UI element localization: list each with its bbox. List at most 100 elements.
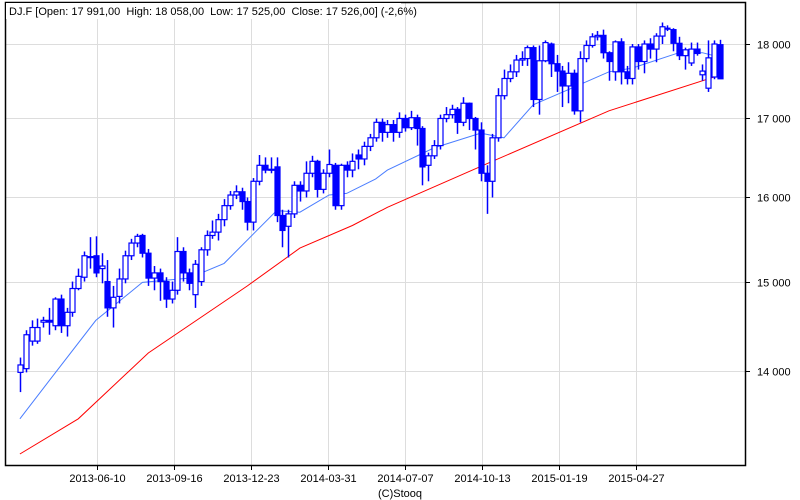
candle <box>408 110 415 131</box>
candle-body-up <box>682 49 689 57</box>
candle-body-up <box>524 47 531 60</box>
candle-body-up <box>174 250 181 291</box>
candle <box>577 51 584 123</box>
candle <box>676 36 683 61</box>
candle-body-up <box>151 272 158 279</box>
candle <box>122 250 129 284</box>
candle <box>180 247 187 282</box>
candle-body-up <box>565 72 572 87</box>
candle <box>495 88 502 142</box>
candle-body-down <box>478 129 485 174</box>
candle-body-down <box>46 319 53 323</box>
candle <box>635 44 642 70</box>
candle-body-down <box>186 272 193 284</box>
x-tick-label: 2015-01-19 <box>531 473 587 485</box>
candle-body-up <box>309 160 316 174</box>
candle <box>688 42 695 66</box>
candle <box>99 253 106 284</box>
candle-body-up <box>577 57 584 112</box>
candle <box>291 181 298 218</box>
x-tick-label: 2013-12-23 <box>223 473 279 485</box>
candle-body-up <box>64 311 71 327</box>
candle <box>705 40 712 92</box>
candle <box>682 47 689 70</box>
candle <box>519 51 526 66</box>
candle <box>326 149 333 178</box>
candle <box>571 69 578 115</box>
candle <box>565 62 572 104</box>
candle-body-up <box>198 249 205 283</box>
candle <box>414 114 421 146</box>
candle <box>221 199 228 227</box>
candle <box>548 42 555 78</box>
candle <box>425 152 432 182</box>
candle <box>104 260 111 317</box>
candle-body-up <box>396 117 403 133</box>
candle-body-up <box>17 364 24 373</box>
candle-body-up <box>227 194 234 207</box>
candle-body-down <box>606 52 613 63</box>
candle-body-up <box>303 172 310 192</box>
candle-body-down <box>600 34 607 54</box>
y-axis: 14 000 15 000 16 000 17 000 18 000 <box>745 40 791 379</box>
candle-body-down <box>180 250 187 274</box>
candle-body-up <box>128 242 135 257</box>
candle <box>75 268 82 291</box>
candle <box>285 209 292 258</box>
candle <box>268 157 275 174</box>
candle-body-down <box>239 191 246 203</box>
x-tick-label: 2014-03-31 <box>300 473 356 485</box>
candle-body-up <box>233 191 240 196</box>
candle-body-down <box>279 214 286 232</box>
candle <box>145 248 152 286</box>
candle-body-down <box>390 124 397 133</box>
candle <box>262 157 269 174</box>
candle-body-down <box>694 48 701 55</box>
candle-body-up <box>361 145 368 160</box>
candle-body-down <box>93 255 100 274</box>
candle-body-down <box>414 117 421 130</box>
candle-body-up <box>373 121 380 139</box>
candle <box>419 126 426 186</box>
candle-body-down <box>554 63 561 72</box>
candle-body-up <box>711 43 718 78</box>
candle-body-down <box>635 46 642 63</box>
candle-body-up <box>589 36 596 47</box>
candle-body-up <box>320 172 327 190</box>
candle <box>501 69 508 100</box>
y-tick-label: 16 000 <box>757 193 791 205</box>
candle <box>29 320 36 346</box>
candle <box>589 33 596 48</box>
candle-body-down <box>344 164 351 171</box>
candle-body-down <box>484 172 491 182</box>
candle-body-up <box>110 296 117 309</box>
candle <box>204 230 211 256</box>
x-axis: 2013-06-10 2013-09-16 2013-12-23 2014-03-31… <box>69 465 665 485</box>
candle-body-down <box>104 280 111 309</box>
candle <box>659 22 666 45</box>
candle <box>402 114 409 132</box>
candle <box>81 251 88 282</box>
candle-body-up <box>443 114 450 120</box>
candle-body-up <box>583 44 590 60</box>
candle-body-down <box>472 117 479 131</box>
candle <box>151 266 158 291</box>
candle-body-up <box>408 117 415 129</box>
candle <box>250 178 257 231</box>
candle <box>379 118 386 142</box>
candle-body-up <box>169 289 176 300</box>
candle-body-up <box>612 41 619 73</box>
candle-body-up <box>99 265 106 270</box>
candle-body-up <box>431 144 438 157</box>
candle <box>530 45 537 108</box>
candle <box>139 233 146 258</box>
candle-body-up <box>134 235 141 244</box>
x-tick-label: 2014-10-13 <box>454 473 510 485</box>
candle-body-down <box>58 298 65 327</box>
candle <box>338 163 345 210</box>
candle-body-up <box>285 213 292 227</box>
candle-body-up <box>495 95 502 139</box>
candle-body-up <box>367 137 374 147</box>
candle-body-down <box>571 72 578 112</box>
candle <box>612 40 619 81</box>
